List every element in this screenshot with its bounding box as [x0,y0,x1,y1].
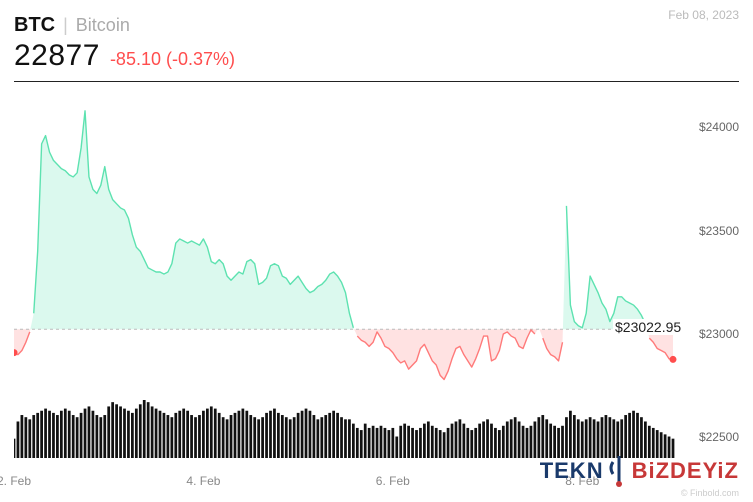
asset-name: Bitcoin [76,15,130,36]
watermark-part1: TEKN [540,458,604,484]
watermark-part2: BiZDEYiZ [632,458,739,484]
x-axis-tick: 4. Feb [186,474,220,488]
x-axis-tick: 2. Feb [0,474,31,488]
price-chart: $22500$23000$23500$24000 2. Feb4. Feb6. … [14,86,739,488]
header-divider [14,81,739,82]
y-axis-tick: $23500 [693,224,739,238]
date-label: Feb 08, 2023 [668,8,739,22]
price-delta: -85.10 (-0.37%) [110,49,235,70]
separator: | [63,15,68,36]
ticker-symbol: BTC [14,14,55,37]
watermark-logo: TEKN BiZDEYiZ [540,454,739,488]
credit-label: © Finbold.com [681,488,739,498]
y-axis-tick: $22500 [693,430,739,444]
watermark-glyph-icon [606,454,632,488]
y-axis-tick: $24000 [693,120,739,134]
chart-svg [14,86,739,488]
baseline-label: $23022.95 [613,319,683,335]
x-axis-tick: 6. Feb [376,474,410,488]
y-axis-tick: $23000 [693,327,739,341]
current-price: 22877 [14,39,100,73]
